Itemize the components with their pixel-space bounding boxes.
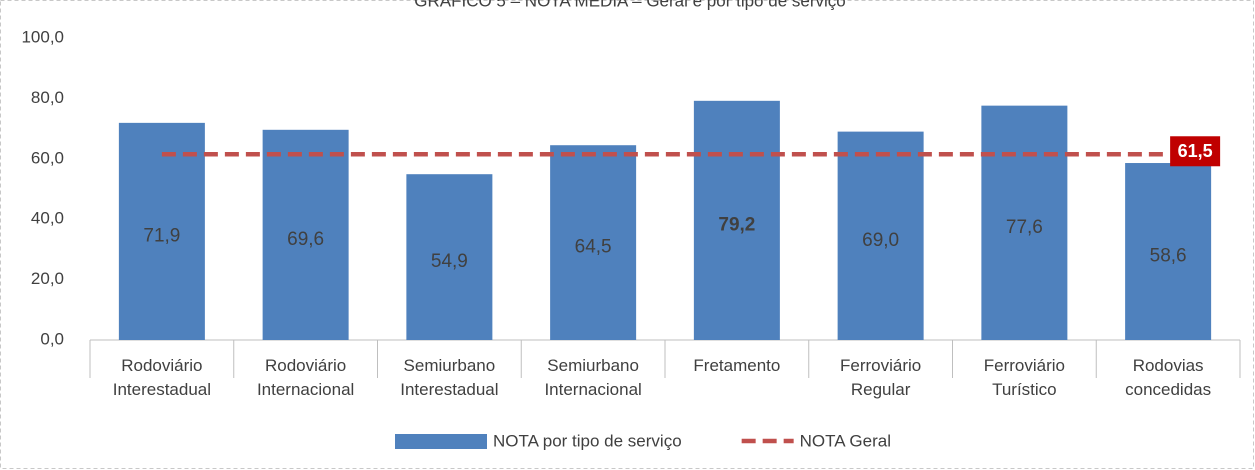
x-tick-label: Semiurbano Interestadual bbox=[400, 356, 498, 399]
data-label: 69,6 bbox=[287, 229, 324, 250]
bar bbox=[837, 131, 924, 340]
x-tick-line: concedidas bbox=[1125, 380, 1211, 399]
y-tick-label: 100,0 bbox=[21, 27, 64, 46]
data-label: 71,9 bbox=[143, 225, 180, 246]
data-label: 64,5 bbox=[575, 237, 612, 258]
y-tick-label: 60,0 bbox=[31, 148, 64, 167]
x-tick-line: Semiurbano bbox=[404, 356, 496, 375]
y-tick-label: 40,0 bbox=[31, 209, 64, 228]
x-tick-line: Regular bbox=[851, 380, 911, 399]
x-tick-line: Interestadual bbox=[400, 380, 498, 399]
x-tick-line: Rodoviário bbox=[265, 356, 346, 375]
legend-label: NOTA Geral bbox=[800, 431, 891, 450]
legend-swatch bbox=[395, 434, 487, 449]
y-tick-label: 0,0 bbox=[40, 329, 64, 348]
data-label: 77,6 bbox=[1006, 217, 1043, 238]
data-label: 79,2 bbox=[718, 214, 755, 235]
x-tick-line: Rodoviário bbox=[121, 356, 202, 375]
x-tick-line: Ferroviário bbox=[984, 356, 1065, 375]
x-tick-label: Rodovias concedidas bbox=[1125, 356, 1211, 399]
x-tick-label: Ferroviário Regular bbox=[840, 356, 921, 399]
x-tick-line: Turístico bbox=[992, 380, 1057, 399]
bar bbox=[118, 122, 205, 340]
legend-label: NOTA por tipo de serviço bbox=[493, 431, 682, 450]
chart-title: GRÁFICO 5 – NOTA MÉDIA – Geral e por tip… bbox=[414, 0, 845, 10]
x-tick-line: Ferroviário bbox=[840, 356, 921, 375]
y-tick-label: 80,0 bbox=[31, 88, 64, 107]
bar bbox=[693, 100, 780, 340]
y-tick-label: 20,0 bbox=[31, 269, 64, 288]
data-label: 58,6 bbox=[1150, 246, 1187, 267]
x-tick-label: Rodoviário Internacional bbox=[257, 356, 354, 399]
bar bbox=[981, 105, 1068, 340]
bar bbox=[1125, 163, 1212, 340]
data-label: 61,5 bbox=[1178, 141, 1213, 161]
x-tick-line: Internacional bbox=[544, 380, 641, 399]
x-tick-label: Semiurbano Internacional bbox=[544, 356, 641, 399]
x-tick-line: Semiurbano bbox=[547, 356, 639, 375]
bar bbox=[262, 129, 349, 340]
data-label: 69,0 bbox=[862, 230, 899, 251]
x-tick-label: Ferroviário Turístico bbox=[984, 356, 1065, 399]
data-label-box bbox=[1170, 136, 1221, 167]
x-tick-label: Rodoviário Interestadual bbox=[113, 356, 211, 399]
x-tick-line: Fretamento bbox=[693, 356, 780, 375]
x-tick-line: Internacional bbox=[257, 380, 354, 399]
x-tick-line: Rodovias bbox=[1133, 356, 1204, 375]
x-tick-line: Interestadual bbox=[113, 380, 211, 399]
bar bbox=[550, 145, 637, 340]
bar bbox=[406, 174, 493, 340]
data-label: 54,9 bbox=[431, 251, 468, 272]
x-tick-label: Fretamento bbox=[693, 356, 780, 375]
